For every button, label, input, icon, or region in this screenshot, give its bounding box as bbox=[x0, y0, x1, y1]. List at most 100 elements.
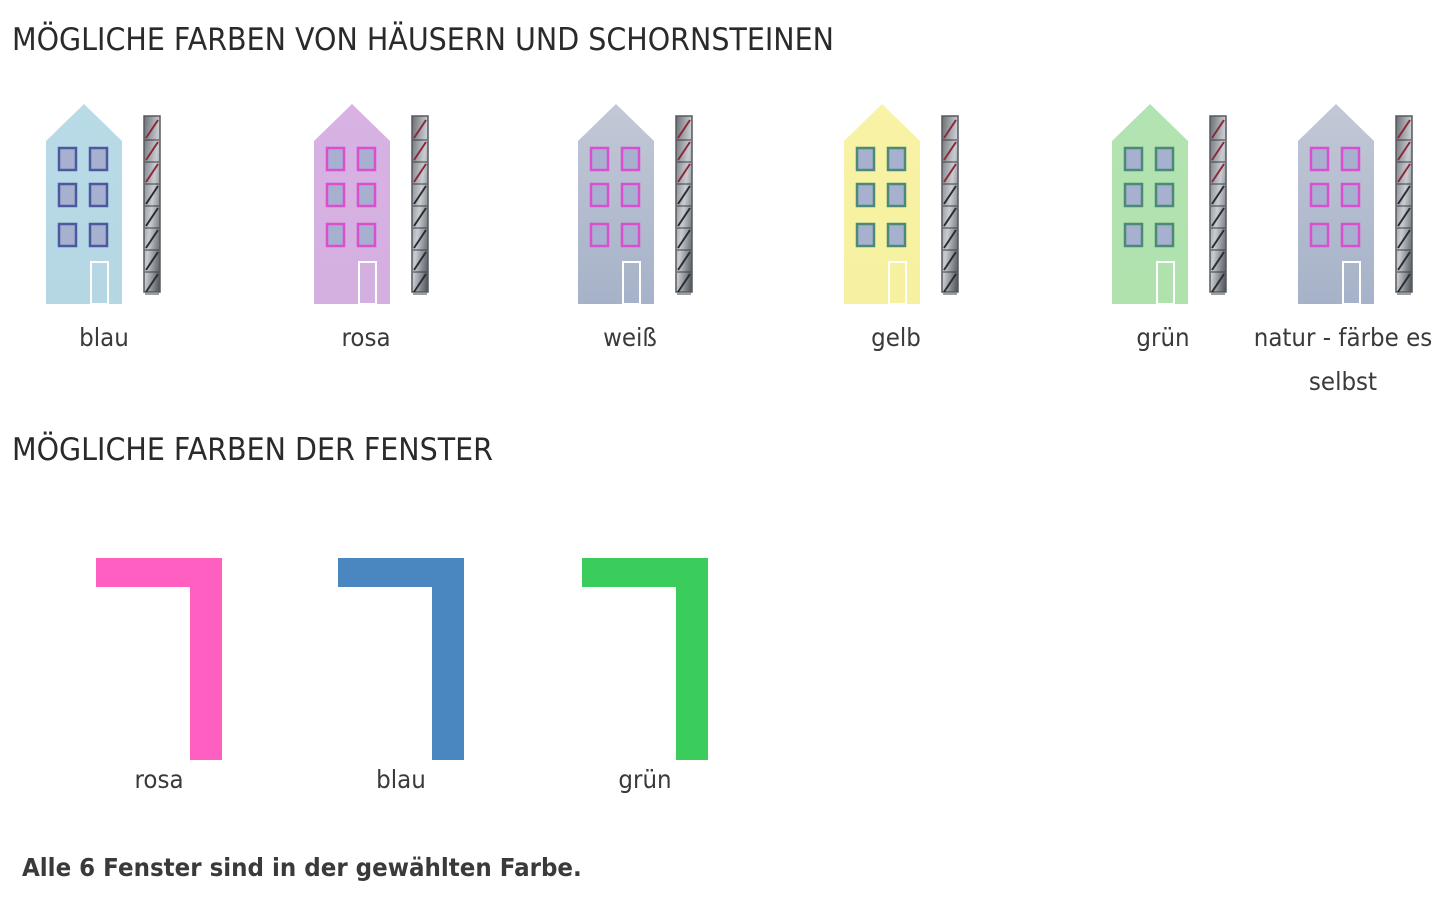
window-frame-shape bbox=[582, 558, 708, 760]
chimney-strip bbox=[411, 115, 429, 293]
chimney-segment bbox=[1211, 207, 1225, 227]
house-window bbox=[1340, 182, 1361, 208]
house-window bbox=[356, 146, 377, 172]
chimney-segment bbox=[413, 273, 427, 293]
chimney-strip bbox=[1209, 115, 1227, 293]
house-window bbox=[589, 146, 610, 172]
chimney-segment bbox=[1211, 251, 1225, 271]
house-window bbox=[325, 182, 346, 208]
chimney-segment bbox=[413, 251, 427, 271]
chimney-segment bbox=[677, 251, 691, 271]
house-window bbox=[325, 222, 346, 248]
chimney-segment bbox=[413, 163, 427, 183]
chimney-segment bbox=[943, 185, 957, 205]
chimney-segment bbox=[1397, 163, 1411, 183]
chimney-segment bbox=[413, 185, 427, 205]
chimney-segment bbox=[145, 119, 159, 139]
chimney-segment bbox=[1397, 229, 1411, 249]
chimney-strip bbox=[143, 115, 161, 293]
house-window bbox=[88, 182, 109, 208]
chimney-segment bbox=[943, 141, 957, 161]
window-frame-shape bbox=[96, 558, 222, 760]
chimney-segment bbox=[413, 119, 427, 139]
house-window bbox=[620, 222, 641, 248]
chimney-segment bbox=[943, 207, 957, 227]
house-label-blue: blau bbox=[79, 323, 129, 352]
chimney-segment bbox=[943, 273, 957, 293]
chimney-segment bbox=[413, 229, 427, 249]
window-option-pink: rosa bbox=[94, 555, 244, 805]
chimney-segment bbox=[1397, 141, 1411, 161]
house-window bbox=[855, 146, 876, 172]
house-window bbox=[57, 146, 78, 172]
house-body bbox=[1298, 104, 1374, 304]
heading-house-colors: MÖGLICHE FARBEN VON HÄUSERN UND SCHORNST… bbox=[12, 22, 834, 58]
house-window bbox=[589, 182, 610, 208]
house-window bbox=[886, 146, 907, 172]
chimney-strip bbox=[675, 115, 693, 293]
window-color-note: Alle 6 Fenster sind in der gewählten Far… bbox=[22, 853, 582, 882]
chimney-segment bbox=[145, 229, 159, 249]
chimney-segment bbox=[1397, 185, 1411, 205]
house-window bbox=[855, 222, 876, 248]
house-window bbox=[620, 146, 641, 172]
house-option-green: grün bbox=[1066, 100, 1306, 400]
house-window bbox=[356, 222, 377, 248]
house-window bbox=[1154, 222, 1175, 248]
chimney-segment bbox=[145, 273, 159, 293]
chimney-segment bbox=[1211, 163, 1225, 183]
chimney-segment bbox=[1211, 229, 1225, 249]
house-window bbox=[886, 222, 907, 248]
house-window bbox=[88, 222, 109, 248]
house-option-natural: natur - färbe es selbst bbox=[1252, 100, 1450, 400]
house-label-white: weiß bbox=[603, 323, 657, 352]
house-body bbox=[314, 104, 390, 304]
house-window bbox=[1309, 146, 1330, 172]
house-door bbox=[622, 261, 641, 305]
house-illustration-yellow bbox=[844, 104, 959, 305]
window-frame-shape bbox=[338, 558, 464, 760]
house-label-green: grün bbox=[1136, 323, 1190, 352]
chimney-segment bbox=[413, 141, 427, 161]
chimney-segment bbox=[943, 229, 957, 249]
house-window bbox=[325, 146, 346, 172]
chimney-segment bbox=[677, 273, 691, 293]
chimney-segment bbox=[677, 229, 691, 249]
house-window bbox=[1154, 146, 1175, 172]
house-label-natural: natur - färbe es selbst bbox=[1253, 323, 1433, 396]
house-label-yellow: gelb bbox=[871, 323, 921, 352]
chimney-segment bbox=[145, 207, 159, 227]
house-illustration-natural bbox=[1298, 104, 1413, 305]
house-door bbox=[1156, 261, 1175, 305]
chimney-segment bbox=[145, 163, 159, 183]
house-illustration-green bbox=[1112, 104, 1227, 305]
chimney-segment bbox=[1211, 141, 1225, 161]
house-option-pink: rosa bbox=[268, 100, 508, 400]
window-option-green: grün bbox=[580, 555, 730, 805]
chimney-segment bbox=[1211, 185, 1225, 205]
chimney-strip bbox=[941, 115, 959, 293]
house-window bbox=[620, 182, 641, 208]
house-window bbox=[1123, 182, 1144, 208]
house-option-white: weiß bbox=[532, 100, 772, 400]
heading-window-colors: MÖGLICHE FARBEN DER FENSTER bbox=[12, 432, 493, 468]
chimney-segment bbox=[1397, 273, 1411, 293]
house-window bbox=[1340, 222, 1361, 248]
house-window bbox=[57, 182, 78, 208]
window-option-blue: blau bbox=[336, 555, 486, 805]
house-body bbox=[1112, 104, 1188, 304]
house-illustration-pink bbox=[314, 104, 429, 305]
window-label-blue: blau bbox=[376, 765, 426, 794]
chimney-segment bbox=[943, 251, 957, 271]
chimney-segment bbox=[943, 119, 957, 139]
house-door bbox=[358, 261, 377, 305]
house-window bbox=[886, 182, 907, 208]
chimney-segment bbox=[145, 141, 159, 161]
house-window bbox=[855, 182, 876, 208]
house-option-blue: blau bbox=[0, 100, 240, 400]
house-window bbox=[1123, 222, 1144, 248]
chimney-segment bbox=[677, 163, 691, 183]
chimney-segment bbox=[677, 119, 691, 139]
house-window bbox=[1123, 146, 1144, 172]
house-body bbox=[844, 104, 920, 304]
